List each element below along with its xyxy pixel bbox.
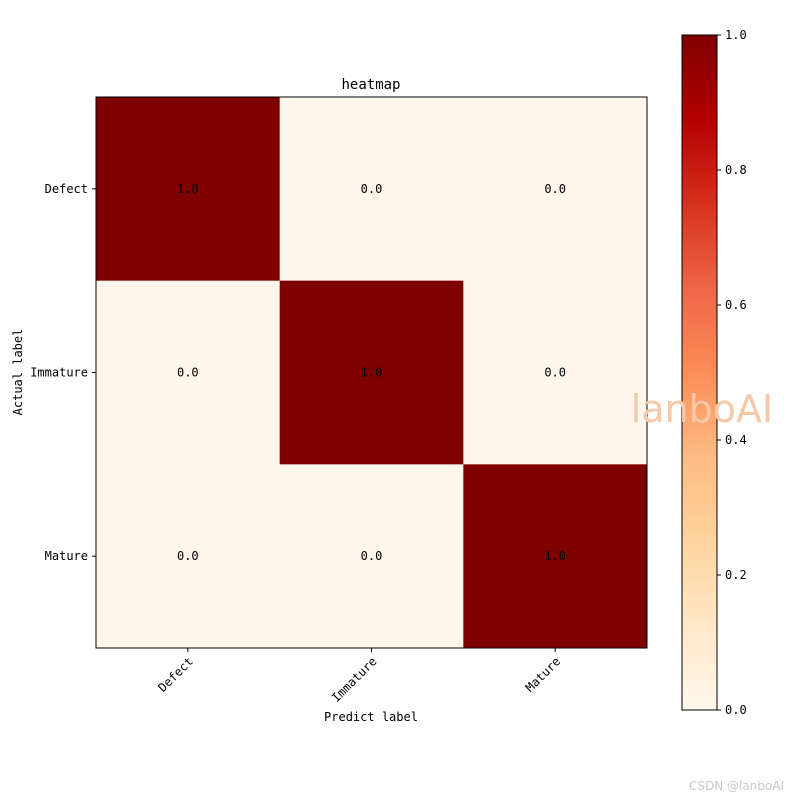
colorbar-tick-label: 1.0: [725, 28, 747, 42]
heatmap-cell: [279, 97, 464, 282]
colorbar: [681, 34, 718, 711]
colorbar-tick-label: 0.8: [725, 163, 747, 177]
heatmap-cell: [463, 464, 648, 649]
heatmap-cell: [463, 97, 648, 282]
cell-value-label: 0.0: [544, 182, 566, 196]
heatmap-cell: [279, 280, 464, 465]
colorbar-tick-label: 0.2: [725, 568, 747, 582]
heatmap-cell: [279, 464, 464, 649]
cell-value-label: 0.0: [544, 366, 566, 380]
chart-title: heatmap: [341, 77, 400, 93]
colorbar-ticks: 0.0 0.2 0.4 0.6 0.8 1.0: [717, 28, 747, 717]
heatmap-cell: [96, 97, 281, 282]
cell-value-label: 1.0: [361, 366, 383, 380]
y-axis-ticks: Defect Immature Mature: [30, 182, 96, 563]
y-axis-label: Actual label: [11, 329, 25, 416]
cell-value-label: 0.0: [177, 549, 199, 563]
heatmap-cells: [96, 97, 648, 649]
colorbar-tick-label: 0.4: [725, 433, 747, 447]
y-tick-label: Immature: [30, 366, 88, 380]
y-tick-label: Defect: [45, 182, 88, 196]
cell-value-label: 0.0: [361, 182, 383, 196]
heatmap-cell-labels: 1.0 0.0 0.0 0.0 1.0 0.0 0.0 0.0 1.0: [177, 182, 566, 563]
x-axis-label: Predict label: [324, 710, 418, 724]
x-tick-label: Immature: [329, 654, 380, 705]
cell-value-label: 1.0: [544, 549, 566, 563]
cell-value-label: 0.0: [177, 366, 199, 380]
x-tick-label: Mature: [523, 654, 564, 695]
credit-text: CSDN @lanboAI: [689, 779, 784, 793]
heatmap-cell: [96, 464, 281, 649]
heatmap-cell: [96, 280, 281, 465]
watermark: lanboAI: [631, 387, 774, 431]
colorbar-tick-label: 0.0: [725, 703, 747, 717]
y-tick-label: Mature: [45, 549, 88, 563]
colorbar-tick-label: 0.6: [725, 298, 747, 312]
x-axis-ticks: Defect Immature Mature: [155, 648, 563, 705]
cell-value-label: 1.0: [177, 182, 199, 196]
x-tick-label: Defect: [155, 654, 196, 695]
cell-value-label: 0.0: [361, 549, 383, 563]
heatmap-cell: [463, 280, 648, 465]
